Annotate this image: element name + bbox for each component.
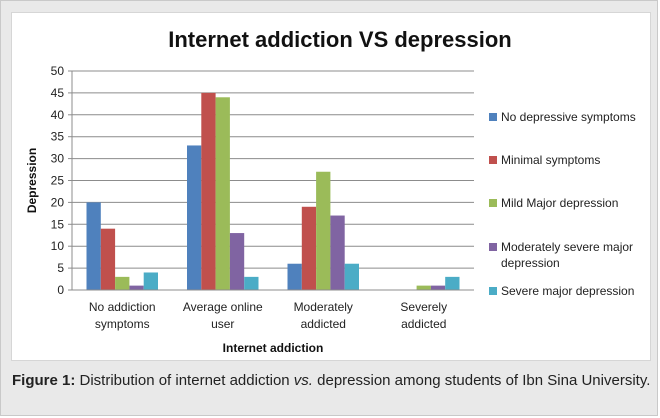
- x-category-label: No addiction: [89, 300, 156, 314]
- y-axis-title: Depression: [25, 148, 39, 213]
- caption-label: Figure 1:: [12, 372, 76, 389]
- figure-caption: Figure 1: Distribution of internet addic…: [12, 370, 652, 391]
- y-tick-label: 30: [51, 152, 65, 166]
- legend-swatch-5: [489, 287, 497, 295]
- legend-swatch-1: [489, 113, 497, 121]
- y-tick-label: 10: [51, 239, 65, 253]
- bar-5-3: [344, 263, 359, 290]
- x-category-label: Moderately: [294, 300, 353, 314]
- legend-swatch-4: [489, 243, 497, 251]
- x-category-label: symptoms: [95, 317, 150, 331]
- bar-2-3: [301, 206, 317, 290]
- x-category-label: user: [211, 317, 234, 331]
- bar-4-4: [430, 285, 446, 290]
- bar-5-4: [445, 276, 460, 290]
- bar-3-2: [215, 97, 230, 290]
- bar-3-1: [115, 276, 130, 290]
- y-tick-label: 15: [51, 217, 65, 231]
- legend-label: Minimal symptoms: [501, 153, 600, 167]
- caption-text-before: Distribution of internet addiction: [75, 372, 294, 389]
- bar-5-1: [143, 272, 158, 290]
- y-tick-label: 25: [51, 174, 65, 188]
- legend-label: Severe major depression: [501, 284, 634, 298]
- bar-1-3: [287, 263, 302, 290]
- bar-1-1: [86, 202, 101, 290]
- x-category-label: addicted: [301, 317, 346, 331]
- y-tick-label: 5: [57, 261, 64, 275]
- y-tick-label: 45: [51, 86, 65, 100]
- y-tick-label: 20: [51, 195, 65, 209]
- caption-text-vs: vs.: [293, 372, 313, 389]
- chart-panel: Internet addiction VS depression 0 5 10 15 20…: [11, 12, 651, 361]
- caption-text-after: depression among students of Ibn Sina Un…: [312, 372, 651, 389]
- legend-swatch-3: [489, 199, 497, 207]
- bar-3-3: [316, 171, 331, 290]
- chart-title: Internet addiction VS depression: [168, 27, 512, 52]
- x-category-label: Average online: [183, 300, 263, 314]
- chart-svg: Internet addiction VS depression 0 5 10 15 20…: [25, 27, 636, 355]
- y-tick-label: 40: [51, 108, 65, 122]
- legend-label: No depressive symptoms: [501, 110, 636, 124]
- legend-label: Moderately severe major: [501, 240, 633, 254]
- y-tick-label: 0: [57, 283, 64, 297]
- legend-label: Mild Major depression: [501, 196, 618, 210]
- bar-5-2: [244, 276, 259, 290]
- bar-4-2: [229, 233, 245, 290]
- x-category-label: addicted: [401, 317, 446, 331]
- legend-swatch-2: [489, 156, 497, 164]
- bar-1-2: [187, 145, 202, 290]
- bar-4-1: [129, 285, 144, 290]
- bar-4-3: [330, 215, 345, 290]
- x-axis-title: Internet addiction: [223, 341, 324, 355]
- y-tick-label: 35: [51, 130, 65, 144]
- y-tick-label: 50: [51, 64, 65, 78]
- bar-3-4: [416, 285, 431, 290]
- bar-2-1: [100, 228, 116, 290]
- legend-label: depression: [501, 256, 560, 270]
- bar-2-2: [201, 92, 216, 291]
- x-category-label: Severely: [400, 300, 447, 314]
